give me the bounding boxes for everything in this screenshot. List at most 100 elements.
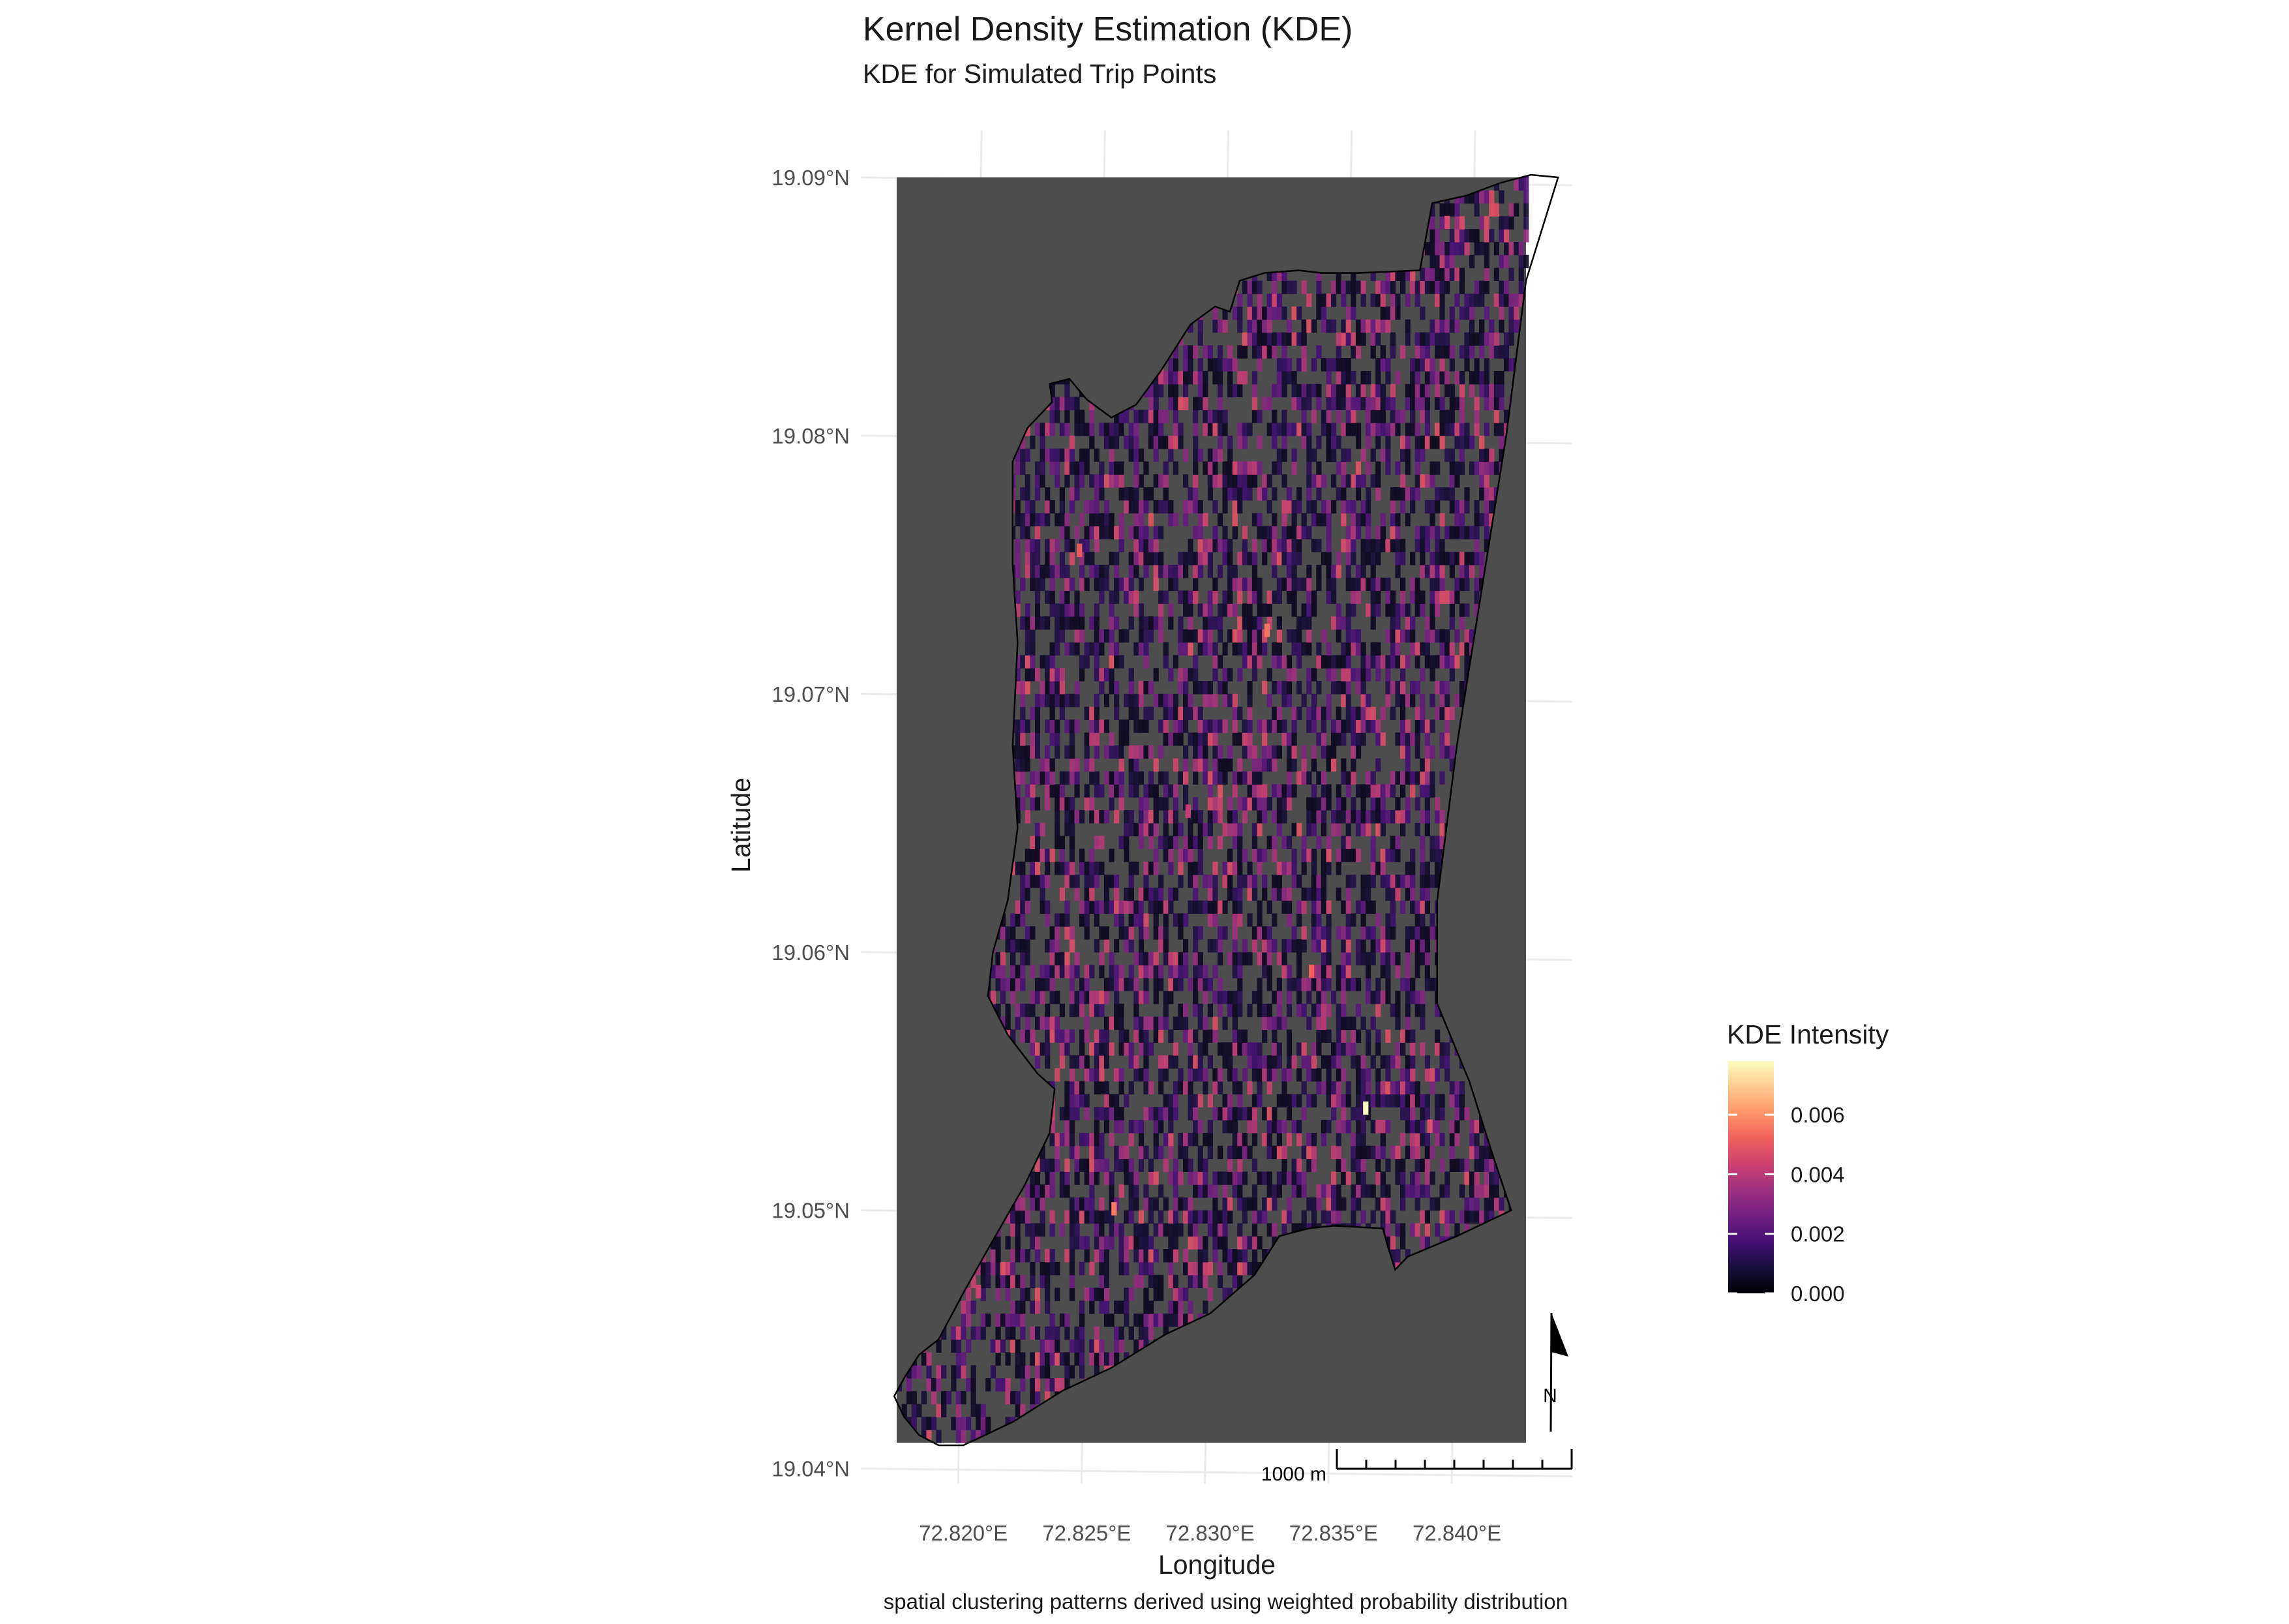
kde-cell: [1247, 797, 1253, 811]
kde-cell: [1366, 991, 1371, 1004]
kde-cell: [1232, 719, 1238, 733]
kde-cell: [1025, 1249, 1030, 1263]
kde-cell: [1400, 875, 1406, 888]
kde-cell: [1168, 849, 1174, 862]
kde-cell: [1203, 719, 1208, 733]
kde-cell: [1306, 1094, 1312, 1107]
kde-cell: [1355, 1107, 1362, 1120]
kde-cell: [1084, 1055, 1090, 1069]
kde-cell: [1089, 732, 1095, 746]
kde-cell: [1094, 1042, 1100, 1056]
kde-cell: [970, 1404, 976, 1417]
kde-cell: [1074, 1055, 1080, 1069]
kde-cell: [980, 1287, 986, 1301]
kde-cell: [1222, 642, 1228, 656]
kde-cell: [1375, 1081, 1381, 1095]
kde-cell: [1345, 1081, 1351, 1095]
kde-cell: [1015, 1016, 1021, 1030]
kde-cell: [1099, 1145, 1105, 1160]
kde-cell: [1454, 655, 1460, 669]
kde-cell: [1414, 681, 1420, 695]
kde-cell: [1015, 1365, 1021, 1379]
kde-cell: [1459, 693, 1465, 708]
kde-cell: [1266, 965, 1272, 978]
kde-cell: [1109, 849, 1115, 862]
kde-cell: [1345, 629, 1351, 643]
kde-cell: [1306, 991, 1312, 1004]
kde-cell: [1000, 926, 1006, 940]
kde-cell: [1439, 655, 1445, 669]
kde-cell: [1049, 732, 1055, 746]
kde-cell: [1405, 603, 1411, 617]
kde-cell: [1040, 577, 1045, 592]
kde-cell: [1173, 1223, 1178, 1237]
kde-cell: [1449, 590, 1455, 604]
kde-cell: [1030, 616, 1036, 630]
kde-cell: [1034, 1365, 1041, 1379]
kde-cell: [1193, 1236, 1199, 1250]
kde-cell: [1138, 900, 1144, 914]
kde-cell: [1424, 642, 1430, 656]
kde-cell: [1345, 939, 1351, 953]
kde-cell: [1360, 732, 1366, 746]
kde-cell: [1084, 875, 1090, 888]
kde-cell: [1099, 991, 1105, 1004]
kde-cell: [1400, 693, 1406, 708]
kde-cell: [1133, 1068, 1139, 1082]
kde-cell: [1197, 1171, 1203, 1185]
kde-cell: [1232, 952, 1238, 966]
kde-cell: [1069, 1223, 1075, 1237]
kde-cell: [1212, 913, 1218, 927]
kde-cell: [1069, 1120, 1075, 1134]
kde-cell: [1079, 1055, 1085, 1069]
kde-cell: [1133, 1314, 1139, 1327]
kde-cell: [1153, 822, 1159, 837]
kde-cell: [1464, 655, 1470, 669]
kde-cell: [1272, 681, 1278, 695]
kde-cell: [1232, 693, 1238, 708]
kde-cell: [1015, 1274, 1021, 1289]
kde-cell: [1109, 978, 1115, 991]
kde-cell: [1375, 590, 1381, 604]
kde-cell: [1281, 862, 1287, 875]
kde-cell: [1099, 900, 1105, 914]
kde-cell: [1163, 693, 1169, 708]
kde-cell: [1296, 1094, 1302, 1107]
kde-cell: [1237, 1236, 1243, 1250]
kde-cell: [1168, 1249, 1174, 1263]
kde-cell: [1232, 1120, 1238, 1134]
kde-cell: [1331, 719, 1337, 733]
kde-cell: [1410, 1145, 1416, 1160]
kde-cell: [1188, 1274, 1193, 1289]
kde-cell: [1439, 1158, 1445, 1172]
kde-cell: [1197, 862, 1203, 875]
kde-cell: [1049, 1120, 1055, 1134]
kde-cell: [1410, 642, 1416, 656]
kde-cell: [1257, 758, 1263, 772]
kde-cell: [1380, 797, 1386, 811]
kde-cell: [1405, 875, 1411, 888]
kde-cell: [1084, 706, 1090, 720]
kde-cell: [1311, 900, 1317, 914]
kde-cell: [1266, 1132, 1272, 1147]
kde-cell: [1055, 719, 1060, 733]
kde-cell: [1138, 603, 1144, 617]
kde-cell: [1207, 784, 1213, 798]
kde-cell: [1306, 577, 1312, 592]
kde-cell: [1400, 900, 1406, 914]
kde-cell: [1207, 913, 1213, 927]
kde-cell: [1089, 758, 1095, 772]
kde-cell: [1045, 1029, 1051, 1043]
kde-cell: [1331, 1210, 1337, 1224]
kde-cell: [1109, 1352, 1115, 1366]
kde-cell: [1429, 590, 1435, 604]
kde-cell: [1074, 1223, 1080, 1237]
kde-cell: [1212, 965, 1218, 978]
kde-cell: [1183, 758, 1189, 772]
kde-cell: [1103, 887, 1110, 901]
kde-cell: [1370, 577, 1376, 592]
kde-cell: [1045, 1055, 1051, 1069]
kde-cell: [1435, 590, 1441, 604]
kde-cell: [1400, 732, 1406, 746]
kde-cell: [1089, 1068, 1095, 1082]
